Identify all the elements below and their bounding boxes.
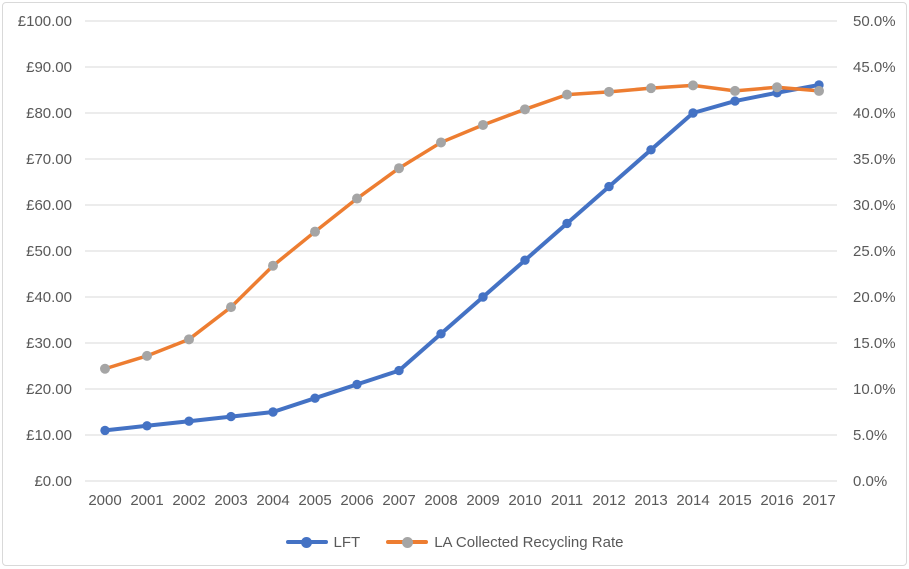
y-axis-label-left: £50.00 (26, 243, 72, 260)
legend: LFT LA Collected Recycling Rate (0, 531, 909, 553)
y-axis-label-left: £90.00 (26, 59, 72, 76)
legend-item-lft[interactable]: LFT (285, 533, 361, 551)
la-collected-recycling-rate-marker (562, 89, 572, 100)
la-collected-recycling-rate-marker (184, 334, 194, 345)
lft-marker (478, 292, 488, 302)
la-collected-recycling-rate-marker (226, 302, 236, 313)
x-axis-label: 2011 (551, 492, 583, 509)
lft-legend-swatch (285, 536, 328, 548)
y-axis-label-left: £80.00 (26, 105, 72, 122)
recycling-legend-marker-icon (401, 536, 413, 548)
x-axis-label: 2008 (424, 492, 457, 509)
legend-item-recycling-rate[interactable]: LA Collected Recycling Rate (386, 534, 623, 551)
la-collected-recycling-rate-marker (268, 260, 278, 271)
y-axis-label-right: 5.0% (853, 427, 887, 444)
lft-marker (226, 411, 236, 422)
lft-marker (184, 416, 194, 426)
y-axis-label-right: 35.0% (853, 151, 896, 168)
la-collected-recycling-rate-marker (520, 104, 530, 115)
recycling-legend-swatch (386, 536, 429, 548)
x-axis-label: 2005 (298, 492, 331, 509)
lft-marker (310, 393, 320, 403)
lft-legend-marker-icon (301, 536, 313, 548)
lft-marker (688, 108, 698, 118)
x-axis-label: 2010 (508, 492, 541, 509)
y-axis-label-left: £30.00 (26, 335, 72, 352)
x-axis-label: 2006 (340, 492, 373, 509)
x-axis-label: 2013 (634, 492, 667, 509)
y-axis-label-left: £10.00 (26, 427, 72, 444)
y-axis-label-right: 50.0% (853, 13, 896, 30)
lft-marker (562, 218, 572, 229)
x-axis-label: 2009 (466, 492, 499, 509)
x-axis-label: 2002 (172, 492, 205, 509)
la-collected-recycling-rate-marker (142, 350, 152, 361)
y-axis-label-right: 25.0% (853, 243, 896, 260)
lft-marker (394, 365, 404, 376)
y-axis-label-right: 20.0% (853, 289, 896, 306)
y-axis-label-left: £70.00 (26, 151, 72, 168)
x-axis-label: 2014 (676, 492, 709, 509)
y-axis-label-right: 15.0% (853, 335, 896, 352)
x-axis-label: 2015 (718, 492, 751, 509)
legend-label-recycling-rate: LA Collected Recycling Rate (434, 533, 624, 551)
y-axis-label-left: £0.00 (34, 473, 72, 490)
legend-label-lft: LFT (333, 533, 361, 551)
la-collected-recycling-rate-marker (436, 137, 446, 148)
la-collected-recycling-rate-marker (100, 363, 110, 374)
x-axis-label: 2017 (802, 492, 835, 509)
lft-line (103, 82, 821, 433)
lft-marker (520, 255, 530, 265)
y-axis-label-right: 10.0% (853, 381, 896, 398)
x-axis-label: 2003 (214, 492, 247, 509)
x-axis-label: 2007 (382, 492, 415, 509)
y-axis-label-right: 45.0% (853, 59, 896, 76)
lft-marker (268, 407, 278, 417)
y-axis-label-left: £100.00 (18, 13, 72, 30)
y-axis-label-left: £40.00 (26, 289, 72, 306)
la-collected-recycling-rate-line (103, 83, 821, 371)
la-collected-recycling-rate-marker (772, 82, 782, 93)
la-collected-recycling-rate-marker (310, 226, 320, 237)
la-collected-recycling-rate-marker (688, 80, 698, 91)
la-collected-recycling-rate-marker (478, 119, 488, 130)
lft-marker (352, 379, 362, 390)
lft-marker (436, 329, 446, 339)
y-axis-label-left: £20.00 (26, 381, 72, 398)
x-axis-label: 2012 (592, 492, 625, 509)
lft-marker (142, 421, 152, 431)
y-axis-label-right: 40.0% (853, 105, 896, 122)
lft-marker (646, 145, 656, 155)
y-axis-label-right: 30.0% (853, 197, 896, 214)
y-axis-label-left: £60.00 (26, 197, 72, 214)
lft-marker (604, 181, 614, 192)
y-axis-label-right: 0.0% (853, 473, 887, 490)
la-collected-recycling-rate-marker (352, 193, 362, 204)
x-axis-label: 2001 (130, 492, 163, 509)
lft-marker (730, 96, 740, 106)
x-axis-label: 2000 (88, 492, 121, 509)
la-collected-recycling-rate-marker (814, 85, 824, 96)
x-axis-label: 2016 (760, 492, 793, 509)
la-collected-recycling-rate-marker (604, 86, 614, 97)
la-collected-recycling-rate-marker (394, 163, 404, 174)
la-collected-recycling-rate-marker (646, 83, 656, 94)
lft-marker (100, 425, 110, 436)
la-collected-recycling-rate-marker (730, 85, 740, 96)
x-axis-label: 2004 (256, 492, 289, 509)
